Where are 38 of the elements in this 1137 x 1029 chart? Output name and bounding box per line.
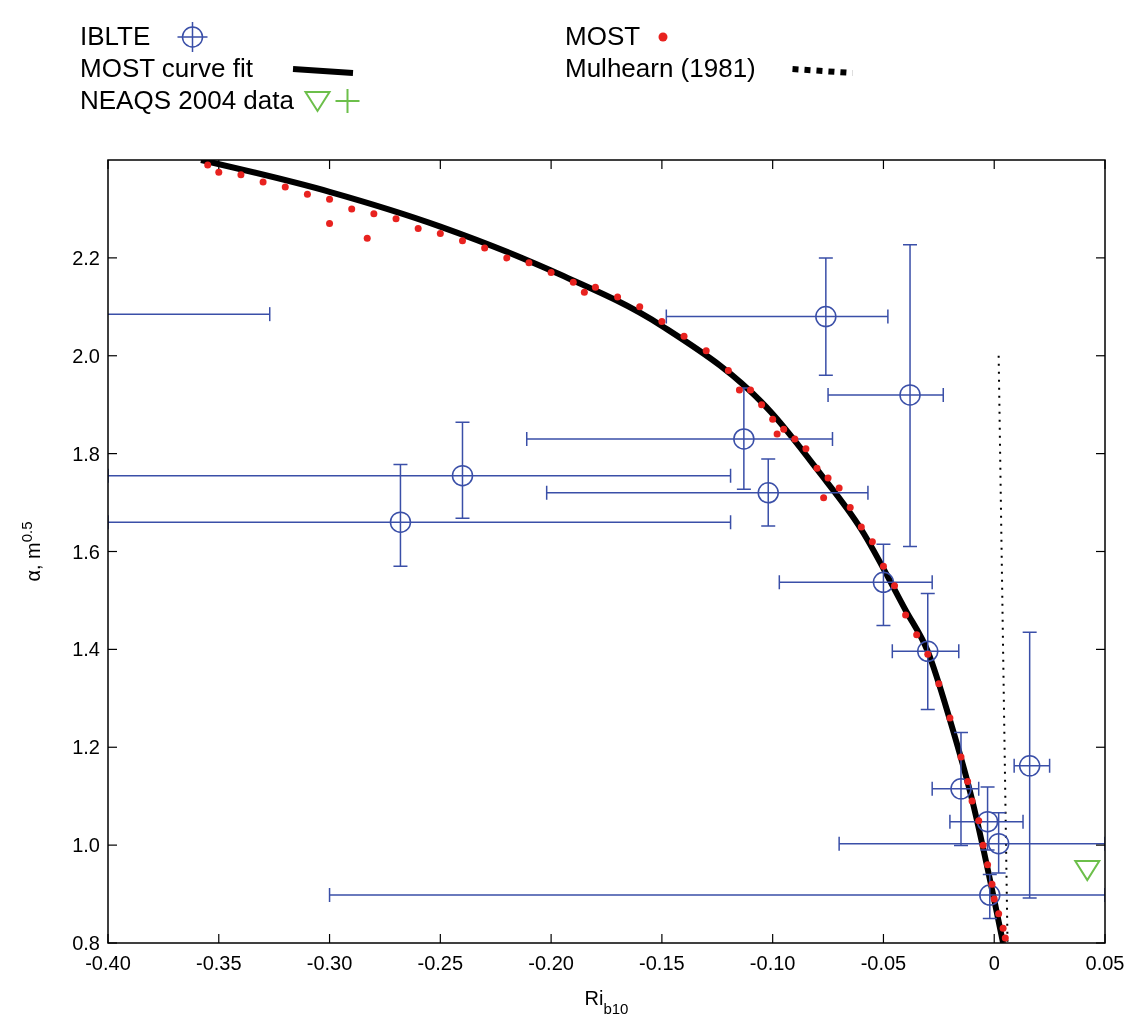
legend-label: MOST — [565, 21, 641, 51]
x-axis-title: Ri$_{b10}$ — [584, 987, 629, 1017]
x-tick-label: -0.25 — [417, 952, 464, 974]
x-tick-label: 0.05 — [1085, 952, 1125, 974]
legend-label: Mulhearn (1981) — [565, 53, 756, 83]
y-tick-label: 0.8 — [72, 932, 100, 954]
x-tick-label: -0.40 — [85, 952, 131, 974]
x-tick-label: -0.30 — [306, 952, 353, 974]
x-tick-label: -0.15 — [639, 952, 685, 974]
point — [757, 482, 779, 504]
y-tick-label: 1.8 — [72, 442, 100, 465]
point — [976, 810, 999, 833]
point — [389, 511, 412, 533]
y-tick-label: 1.6 — [72, 540, 100, 563]
y-tick-label: 1.0 — [72, 834, 100, 857]
x-tick-label: -0.35 — [195, 952, 242, 974]
point — [987, 832, 1010, 855]
x-tick-label: -0.05 — [860, 952, 907, 974]
point — [733, 428, 755, 450]
point — [1018, 755, 1041, 777]
point — [815, 305, 837, 328]
point — [979, 884, 1001, 906]
x-tick-label: -0.10 — [749, 952, 796, 974]
x-tick-label: -0.20 — [528, 952, 574, 974]
y-tick-label: 2.0 — [72, 344, 100, 367]
point — [899, 384, 921, 406]
y-tick-label: 2.2 — [72, 246, 100, 269]
point — [1074, 860, 1101, 882]
legend-label: NEAQS 2004 data — [80, 85, 295, 115]
y-tick-label: 1.4 — [72, 638, 100, 661]
point — [917, 640, 939, 663]
point — [451, 464, 474, 487]
legend-label: IBLTE — [80, 21, 151, 51]
y-tick-label: 1.2 — [72, 736, 100, 759]
legend-label: MOST curve fit — [80, 53, 254, 83]
point — [950, 778, 972, 800]
x-tick-label: 0 — [988, 952, 1000, 974]
point — [872, 571, 895, 594]
